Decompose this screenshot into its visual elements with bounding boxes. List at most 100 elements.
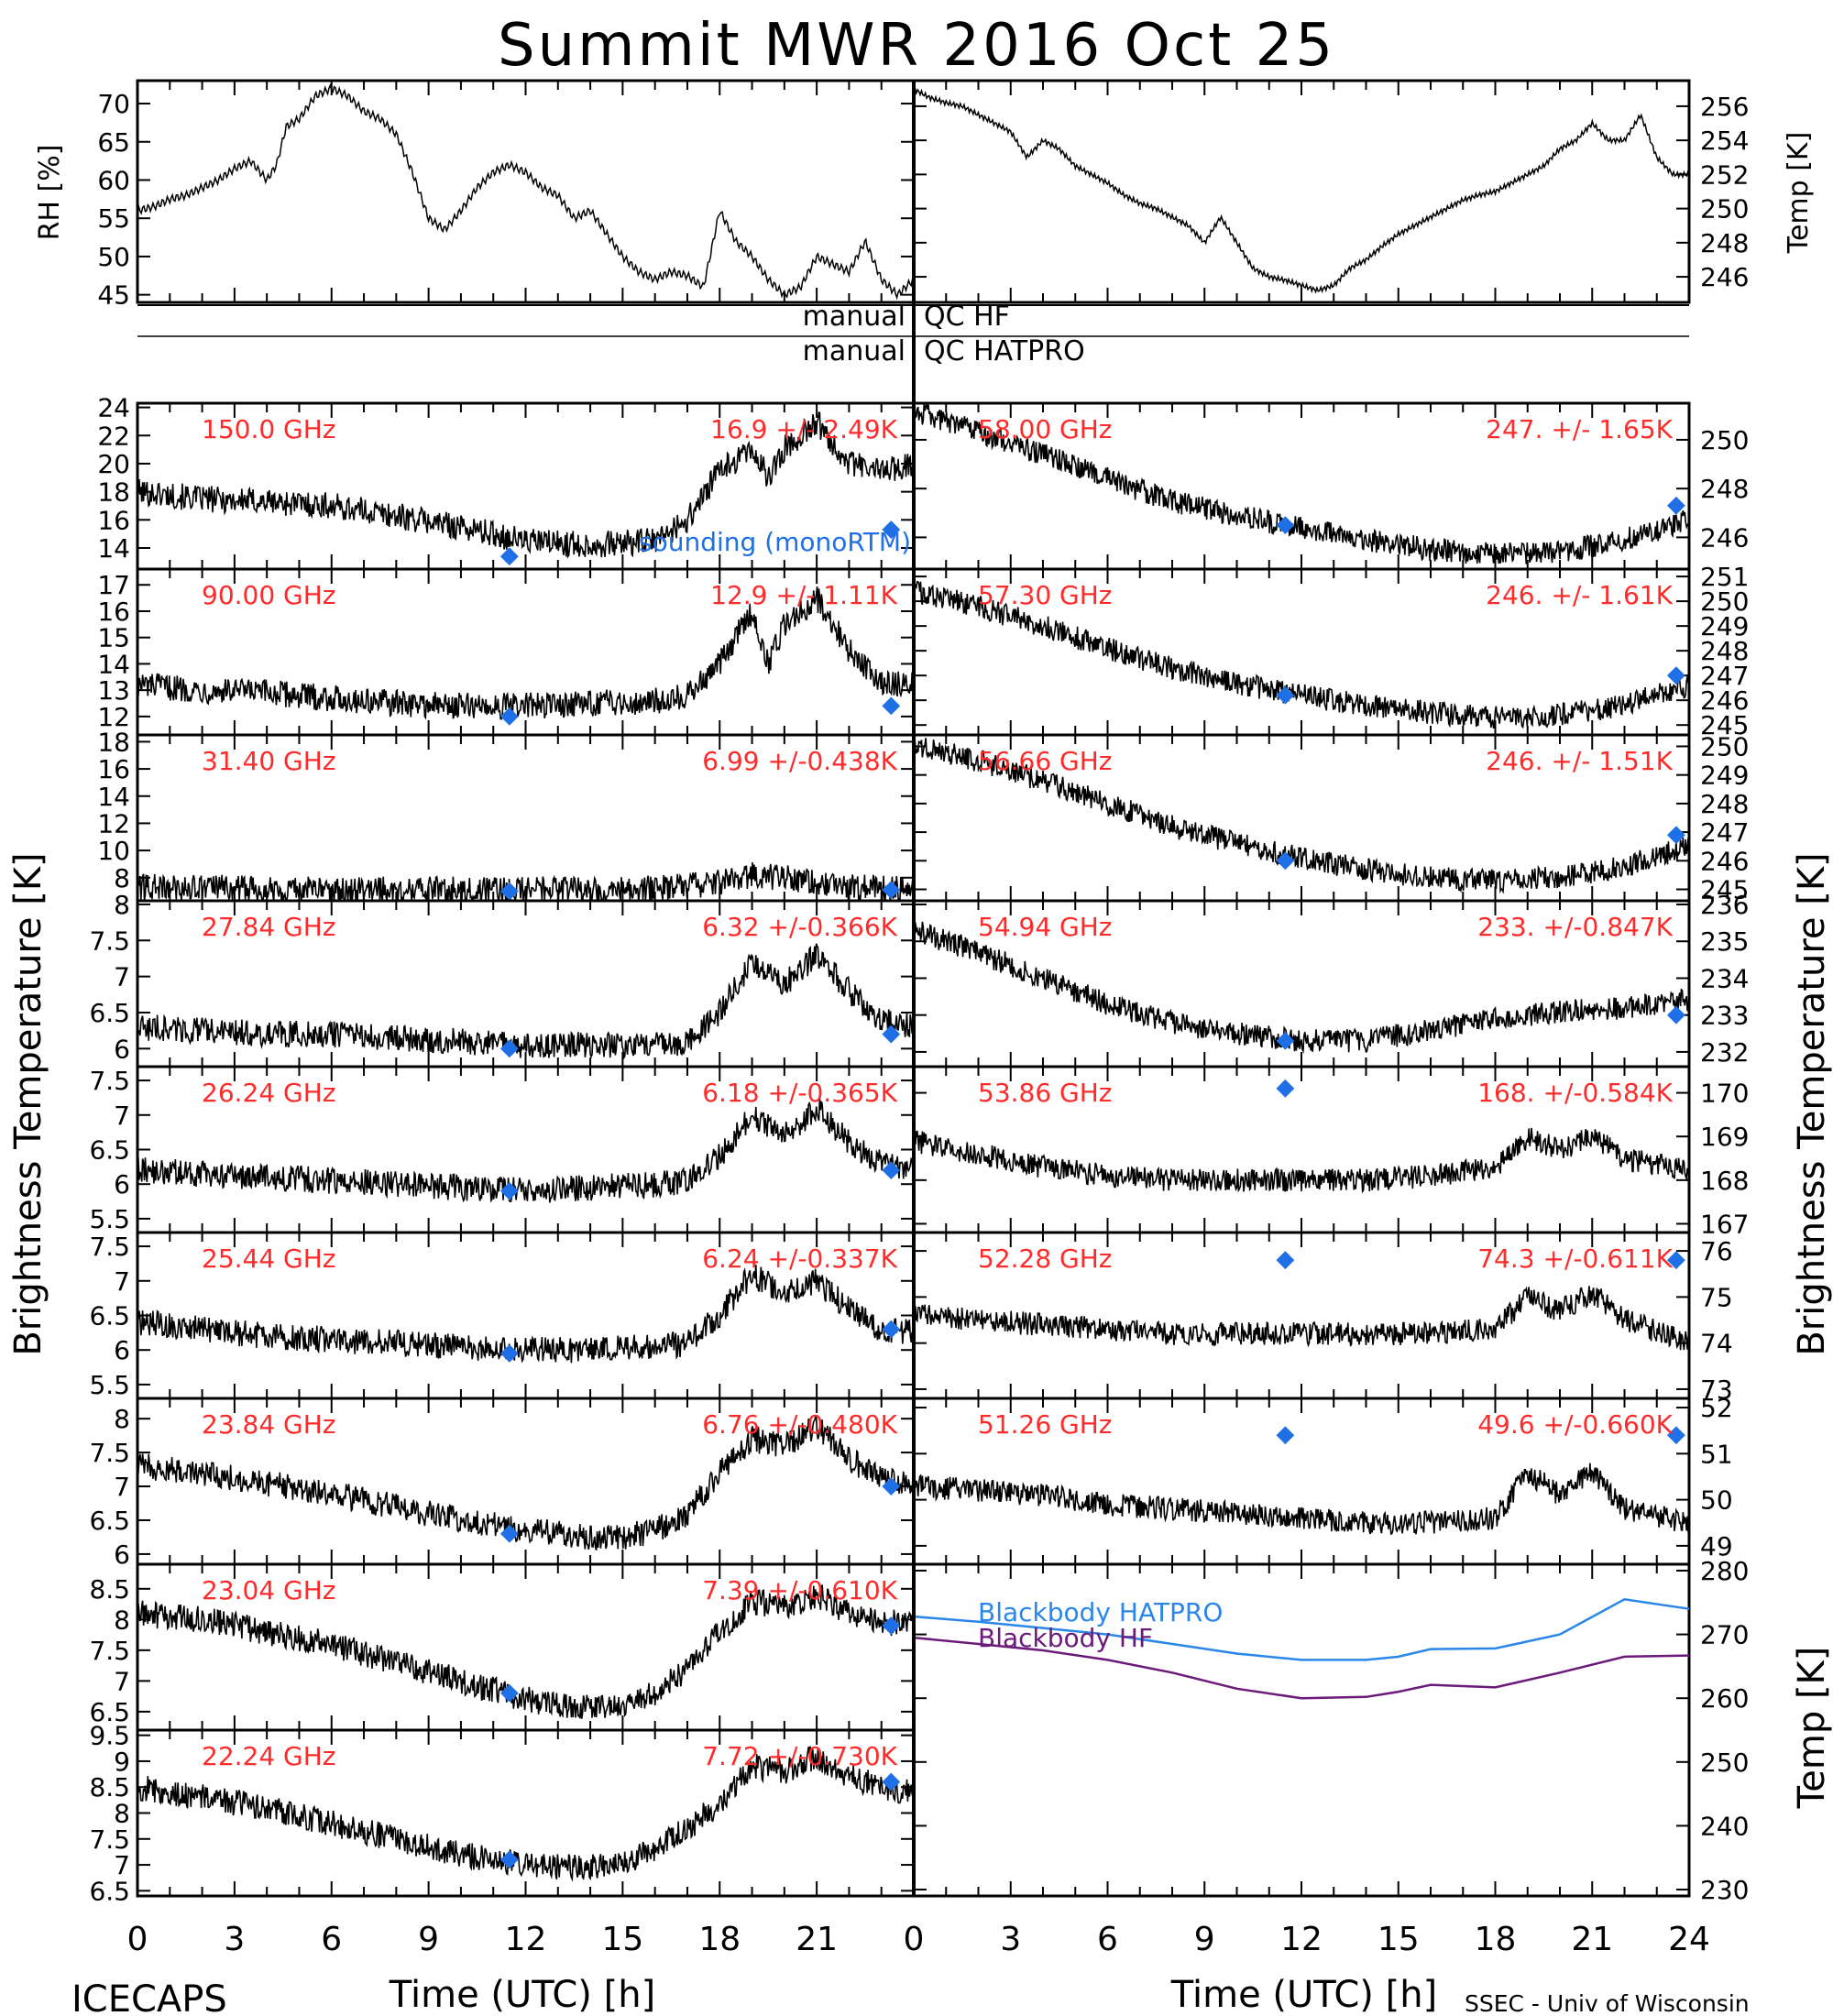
y-tick-label: 8 (114, 1799, 130, 1829)
y-tick-label: 245 (1700, 710, 1749, 740)
y-tick-label: 7 (114, 1266, 130, 1297)
y-tick-label: 6 (114, 1034, 130, 1064)
y-tick-label: 6 (114, 1539, 130, 1570)
x-tick-label-left: 18 (698, 1921, 741, 1958)
y-tick-label: 55 (97, 203, 130, 234)
y-tick-label: 51 (1700, 1439, 1733, 1469)
y-tick-label: 9 (114, 1747, 130, 1777)
y-tick-label: 249 (1700, 611, 1749, 641)
y-tick-label: 250 (1700, 1748, 1749, 1778)
data-trace-ch-23.84 (137, 1415, 914, 1550)
y-tick-label: 7.5 (89, 1824, 130, 1855)
stat-label: 247. +/- 1.65K (1486, 414, 1673, 444)
data-trace-ch-26.24 (137, 1098, 914, 1203)
y-tick-label: 247 (1700, 817, 1749, 848)
y-tick-label: 254 (1700, 126, 1749, 156)
x-axis-title-left: Time (UTC) [h] (389, 1974, 655, 2016)
sounding-marker (499, 1344, 519, 1363)
y-tick-label: 7 (114, 1850, 130, 1880)
frequency-label: 51.26 GHz (978, 1409, 1113, 1440)
sounding-marker (499, 1039, 519, 1058)
y-tick-label: 250 (1700, 425, 1749, 455)
x-tick-label-left: 9 (418, 1921, 439, 1958)
data-trace-ch-23.04 (137, 1584, 914, 1719)
left-y-axis-title: Brightness Temperature [K] (7, 852, 49, 1355)
data-trace-ch-57.30 (914, 580, 1689, 729)
panel-frame (136, 79, 916, 304)
y-tick-label: 270 (1700, 1620, 1749, 1650)
sounding-marker (1667, 1251, 1685, 1270)
blackbody-series-label: Blackbody HF (978, 1623, 1153, 1653)
frequency-label: 58.00 GHz (978, 414, 1113, 444)
y-tick-label: 6.5 (89, 1135, 130, 1166)
qc-row-1-right: QC HF (924, 301, 1010, 333)
temp-trace (914, 86, 1689, 294)
y-tick-label: 76 (1700, 1236, 1733, 1266)
blackbody-line-0 (913, 1598, 1690, 1661)
frequency-label: 52.28 GHz (978, 1244, 1113, 1274)
data-trace-ch-31.40 (137, 861, 914, 901)
y-tick-label: 65 (97, 127, 130, 158)
stat-label: 6.99 +/-0.438K (702, 746, 897, 776)
y-tick-label: 70 (97, 89, 130, 119)
y-tick-label: 6 (114, 1169, 130, 1200)
y-tick-label: 234 (1700, 963, 1749, 993)
stat-label: 233. +/-0.847K (1477, 912, 1673, 942)
y-tick-label: 74 (1700, 1329, 1733, 1359)
x-axis-title-right: Time (UTC) [h] (1170, 1974, 1437, 2016)
panel-ch-22.24: 6.577.588.599.5 22.24 GHz 7.72 +/-0.730K (89, 1721, 916, 1906)
y-tick-label: 7.5 (89, 1232, 130, 1262)
panel-ch-23.04: 6.577.588.5 23.04 GHz 7.39 +/-0.610K (89, 1562, 916, 1732)
stat-label: 168. +/-0.584K (1477, 1078, 1673, 1108)
frequency-label: 53.86 GHz (978, 1078, 1113, 1108)
y-tick-label: 250 (1700, 586, 1749, 617)
data-trace-ch-54.94 (914, 918, 1689, 1055)
frequency-label: 150.0 GHz (202, 414, 336, 444)
y-tick-label: 50 (97, 242, 130, 272)
y-tick-label: 49 (1700, 1531, 1733, 1561)
panel-ch-26.24: 5.5 66.5 7 7.5 26.24 GHz 6.18 +/-0.365K (89, 1065, 916, 1234)
frequency-label: 90.00 GHz (202, 580, 336, 610)
panel-ch-58.00: 246 248 250 58.00 GHz 247. +/- 1.65K (912, 401, 1749, 571)
y-tick-label: 7 (114, 962, 130, 992)
x-tick-label-right: 21 (1571, 1921, 1613, 1958)
y-tick-label: 9.5 (89, 1721, 130, 1751)
frequency-label: 57.30 GHz (978, 580, 1113, 610)
y-tick-label: 248 (1700, 474, 1749, 504)
y-tick-label: 6.5 (89, 1506, 130, 1536)
y-tick-label: 249 (1700, 761, 1749, 791)
y-tick-label: 8 (114, 1404, 130, 1434)
sounding-marker (1276, 1031, 1295, 1050)
sounding-annotation: sounding (monoRTM) (639, 527, 911, 557)
rh-y-axis-title: RH [%] (34, 145, 66, 241)
frequency-label: 27.84 GHz (202, 912, 336, 942)
frequency-label: 25.44 GHz (202, 1244, 336, 1274)
stat-label: 6.32 +/-0.366K (702, 912, 897, 942)
blackbody-y-axis-title: Temp [K] (1791, 1647, 1833, 1810)
y-tick-label: 17 (97, 570, 130, 600)
qc-row-2-left: manual (803, 335, 906, 367)
y-tick-label: 16 (97, 505, 130, 535)
y-tick-label: 6.5 (89, 1697, 130, 1727)
y-tick-label: 246 (1700, 522, 1749, 553)
sounding-marker (499, 1683, 519, 1703)
stat-label: 246. +/- 1.51K (1486, 746, 1673, 776)
y-tick-label: 7 (114, 1666, 130, 1696)
data-trace-ch-53.86 (914, 1127, 1689, 1194)
sounding-marker (1276, 851, 1295, 871)
y-tick-label: 24 (97, 393, 130, 423)
sounding-marker (1276, 516, 1295, 534)
sounding-marker (499, 1524, 519, 1543)
qc-row-1-left: manual (803, 301, 906, 333)
sounding-marker (1276, 1426, 1295, 1445)
y-tick-label: 22 (97, 421, 130, 451)
y-tick-label: 8.5 (89, 1772, 130, 1802)
sounding-marker (1667, 496, 1685, 515)
y-tick-label: 12 (97, 808, 130, 838)
sounding-marker (882, 1320, 901, 1339)
qc-row-2-right: QC HATPRO (924, 335, 1085, 367)
y-tick-label: 52 (1700, 1393, 1733, 1423)
